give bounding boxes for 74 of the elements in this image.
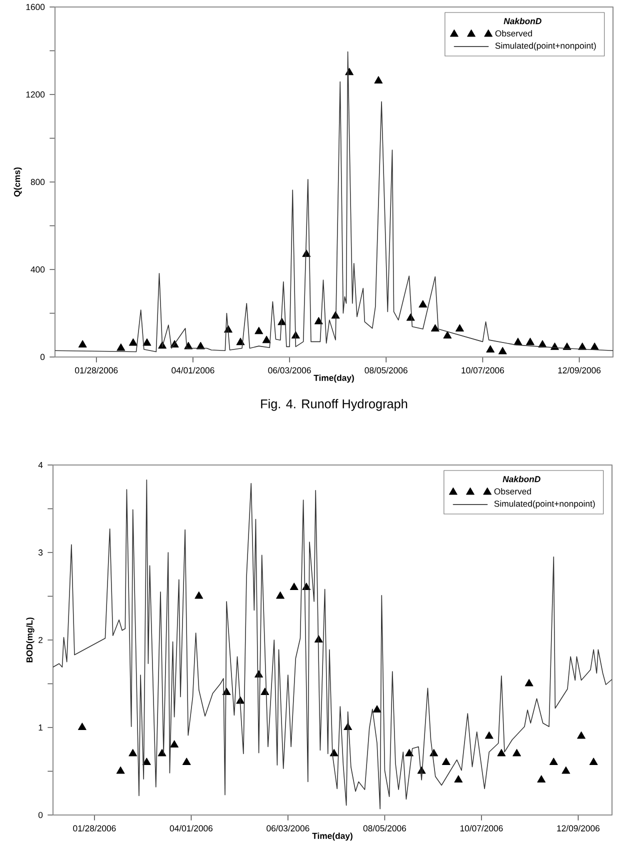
y-tick-label: 1200 xyxy=(26,91,45,98)
point xyxy=(512,748,521,756)
point xyxy=(484,731,494,739)
point xyxy=(78,340,87,348)
x-tick-label: 10/07/2006 xyxy=(460,825,503,832)
point xyxy=(443,331,452,339)
legend-label: Simulated(point+nonpoint) xyxy=(494,500,595,508)
legend-title: NakbonD xyxy=(504,18,542,24)
legend-label: Simulated(point+nonpoint) xyxy=(495,42,596,50)
caption: Fig. 4. Runoff Hydrograph xyxy=(261,399,408,411)
x-tick-label: 01/28/2006 xyxy=(73,825,116,832)
legend-label: Observed xyxy=(494,488,531,494)
point xyxy=(589,758,598,766)
x-tick-label: 01/28/2006 xyxy=(75,367,118,374)
point xyxy=(194,591,204,599)
point xyxy=(260,688,270,696)
point xyxy=(142,758,151,766)
point xyxy=(78,722,86,730)
y-axis-title: BOD(mg/L) xyxy=(26,618,34,662)
y-tick-label: 1 xyxy=(38,724,43,730)
point xyxy=(290,582,298,590)
point xyxy=(374,76,383,84)
y-tick-label: 0 xyxy=(38,812,43,818)
y-axis-title: Q(cms) xyxy=(14,168,22,197)
x-tick-label: 08/05/2006 xyxy=(363,825,406,832)
y-tick-label: 0 xyxy=(40,354,45,360)
x-tick-label: 04/01/2006 xyxy=(170,825,213,832)
x-axis-title: Time(day) xyxy=(312,832,352,841)
point xyxy=(262,336,271,344)
point xyxy=(526,338,534,346)
y-tick-label: 2 xyxy=(38,636,43,644)
point xyxy=(170,740,179,748)
point xyxy=(456,324,464,332)
line-series xyxy=(55,51,614,352)
point xyxy=(314,316,323,324)
point xyxy=(405,748,414,756)
point xyxy=(128,748,138,756)
point xyxy=(590,342,599,350)
x-tick-label: 12/09/2006 xyxy=(558,367,601,374)
x-tick-label: 10/07/2006 xyxy=(462,367,504,374)
point xyxy=(372,705,382,713)
point xyxy=(182,758,191,766)
point xyxy=(486,345,495,353)
y-tick-label: 800 xyxy=(30,178,45,186)
point xyxy=(276,591,284,599)
point xyxy=(577,731,586,739)
y-tick-label: 400 xyxy=(30,266,45,273)
point xyxy=(254,326,264,334)
point xyxy=(442,758,450,766)
x-tick-label: 04/01/2006 xyxy=(172,367,214,374)
x-tick-label: 12/09/2006 xyxy=(557,825,600,832)
point xyxy=(142,338,152,346)
x-tick-label: 08/05/2006 xyxy=(364,367,408,374)
y-tick-label: 3 xyxy=(38,549,43,556)
x-tick-label: 06/03/2006 xyxy=(266,825,310,832)
point xyxy=(537,775,546,783)
legend-label: Observed xyxy=(495,30,532,36)
point xyxy=(497,748,506,756)
point xyxy=(524,678,534,686)
point xyxy=(498,346,507,354)
point xyxy=(418,300,428,308)
y-tick-label: 1600 xyxy=(26,4,45,10)
point xyxy=(562,766,570,774)
point xyxy=(430,324,440,332)
legend-title: NakbonD xyxy=(502,476,540,482)
point xyxy=(454,775,463,783)
y-tick-label: 4 xyxy=(38,462,43,468)
point xyxy=(116,343,126,351)
point xyxy=(158,748,166,756)
x-tick-label: 06/03/2006 xyxy=(268,367,311,374)
point xyxy=(549,758,558,766)
point xyxy=(128,338,138,346)
x-axis-title: Time(day) xyxy=(314,374,354,383)
point xyxy=(116,766,125,774)
